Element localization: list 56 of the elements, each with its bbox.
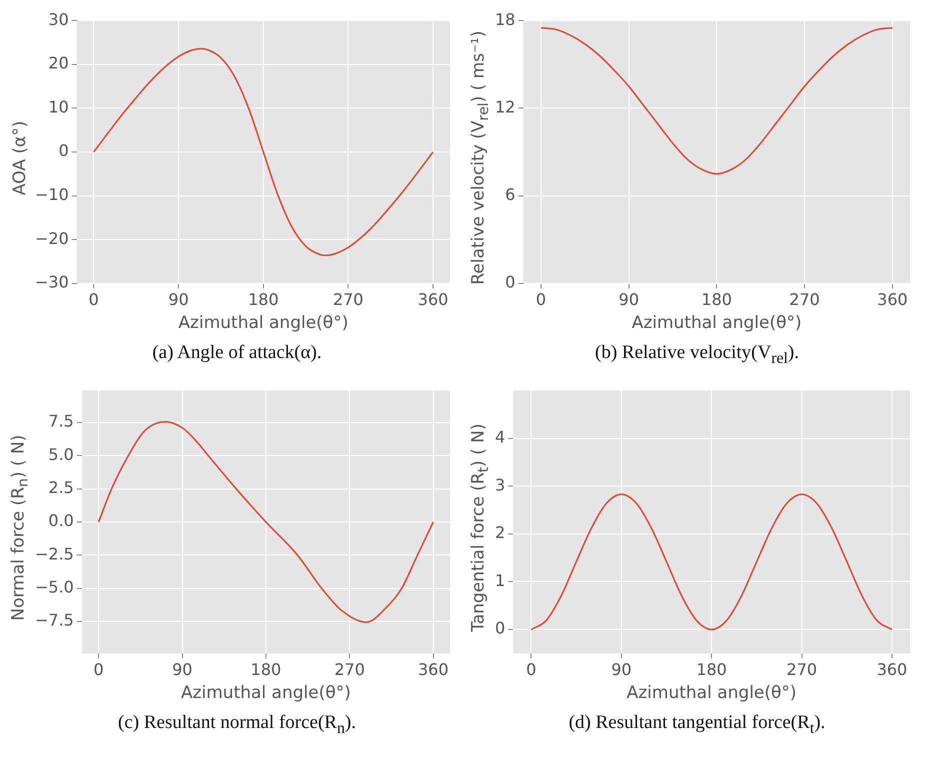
x-tick-label: 0 [88, 290, 99, 310]
y-tick-label: 20 [48, 54, 69, 73]
y-tick-label: −7.5 [34, 610, 74, 630]
y-tick-label: 4 [494, 428, 506, 447]
y-tick-label: 0.0 [48, 511, 74, 530]
x-axis-title: Azimuthal angle(θ°) [180, 683, 351, 704]
y-tick-label: 5.0 [48, 444, 74, 464]
x-tick-label: 360 [876, 660, 908, 680]
x-tick-label: 0 [526, 660, 536, 680]
x-axis-title: Azimuthal angle(θ°) [178, 313, 348, 334]
y-axis-title: AOA (α°) [10, 120, 30, 196]
y-tick-label: 30 [48, 10, 69, 29]
y-tick-label: 0 [494, 618, 506, 638]
x-axis-title: Azimuthal angle(θ°) [632, 313, 802, 334]
y-tick-label: 6 [505, 184, 516, 204]
x-tick-label: 180 [250, 660, 282, 680]
x-tick-label: 90 [168, 290, 189, 310]
line-series [540, 27, 894, 175]
x-tick-label: 90 [618, 290, 639, 310]
x-tick-label: 0 [93, 660, 104, 680]
y-tick-label: 0 [505, 272, 516, 292]
line-series [98, 420, 434, 624]
x-tick-label: 360 [877, 290, 908, 310]
x-tick-label: 270 [789, 290, 820, 310]
x-tick-label: 360 [418, 290, 448, 310]
line-series [530, 493, 893, 630]
text: (d) Resultant tangential force(R$_{t}$). [568, 712, 826, 738]
y-tick-label: 3 [494, 475, 506, 494]
y-tick-label: 2 [494, 523, 506, 542]
x-tick-label: 0 [536, 290, 546, 310]
y-tick-label: −2.5 [34, 544, 74, 564]
y-tick-label: −20 [35, 228, 69, 248]
line-series [92, 48, 434, 256]
y-tick-label: 0 [58, 141, 69, 160]
y-tick-label: −5.0 [34, 578, 74, 597]
y-tick-label: −10 [35, 184, 69, 204]
x-tick-label: 180 [248, 290, 279, 310]
y-tick-label: 10 [48, 97, 69, 116]
text: (b) Relative velocity(V$_{rel}$). [594, 342, 800, 368]
text: (a) Angle of attack(α). [151, 342, 323, 364]
y-tick-label: −30 [35, 272, 69, 292]
x-tick-label: 90 [611, 660, 632, 680]
y-tick-label: 7.5 [48, 412, 74, 431]
x-tick-label: 180 [696, 660, 727, 680]
x-axis-title: Azimuthal angle(θ°) [626, 683, 797, 704]
x-tick-label: 270 [334, 660, 365, 680]
x-tick-label: 90 [172, 660, 192, 680]
y-tick-label: 2.5 [48, 478, 74, 497]
y-tick-label: 18 [495, 10, 516, 29]
x-tick-label: 270 [786, 660, 818, 680]
x-tick-label: 180 [701, 290, 732, 310]
text: (c) Resultant normal force(R$_{n}$). [117, 712, 357, 738]
x-tick-label: 360 [418, 660, 449, 680]
y-tick-label: 12 [495, 97, 516, 116]
x-tick-label: 270 [332, 290, 364, 310]
y-tick-label: 1 [494, 570, 506, 590]
